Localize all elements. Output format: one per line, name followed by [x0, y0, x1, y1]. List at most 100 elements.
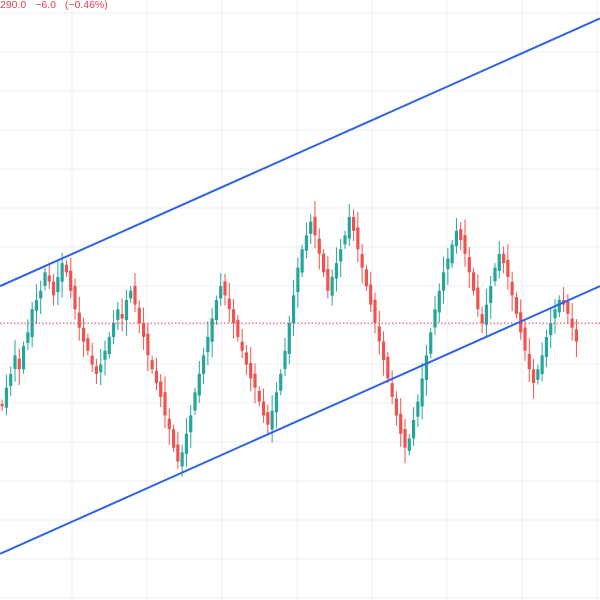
candle-body: [210, 318, 214, 342]
candle-body: [467, 257, 471, 273]
candle-body: [0, 404, 4, 407]
candle-body: [219, 286, 223, 299]
candles-layer: [0, 201, 579, 477]
candle-body: [463, 235, 467, 254]
candle-body: [334, 263, 339, 279]
candle-body: [159, 381, 163, 397]
candle-body: [343, 235, 347, 245]
candle-body: [214, 300, 219, 321]
candle-body: [364, 269, 369, 287]
candle-body: [120, 314, 124, 319]
candle-body: [60, 263, 64, 282]
candle-body: [523, 327, 527, 351]
candle-body: [411, 420, 416, 439]
candle-body: [9, 373, 13, 387]
candle-body: [94, 366, 99, 374]
candle-body: [43, 272, 47, 286]
candle-body: [553, 309, 557, 319]
candle-body: [471, 272, 476, 291]
candle-body: [236, 319, 240, 337]
candle-body: [416, 401, 420, 417]
candle-body: [107, 336, 111, 354]
candle-body: [39, 290, 43, 299]
candle-body: [103, 350, 107, 360]
candle-body: [99, 364, 103, 373]
candle-body: [381, 341, 386, 360]
candle-body: [266, 412, 270, 425]
candle-body: [356, 227, 360, 250]
candle-body: [223, 281, 227, 296]
candle-body: [403, 429, 407, 448]
candle-body: [373, 299, 377, 324]
candle-body: [167, 418, 171, 430]
candle-body: [81, 327, 86, 342]
candle-body: [566, 301, 570, 314]
candle-body: [437, 290, 441, 313]
candle-body: [274, 392, 279, 413]
candle-body: [206, 336, 210, 353]
candle-body: [279, 373, 283, 391]
candle-body: [17, 358, 21, 370]
candle-body: [137, 307, 141, 324]
candle-body: [424, 355, 429, 381]
candle-body: [227, 298, 231, 310]
candle-body: [77, 312, 81, 328]
candle-body: [150, 360, 154, 370]
candle-body: [111, 323, 116, 337]
candle-body: [480, 314, 484, 324]
candle-body: [549, 323, 553, 336]
price-change-percent: (−0.46%): [64, 0, 108, 11]
candle-body: [347, 216, 351, 239]
candle-body: [514, 297, 519, 314]
candle-body: [386, 356, 390, 379]
candle-body: [26, 332, 30, 343]
candle-body: [441, 272, 446, 291]
candle-body: [317, 238, 321, 254]
candle-body: [300, 249, 304, 273]
candle-body: [90, 355, 94, 365]
candle-body: [484, 304, 489, 325]
candle-body: [557, 300, 561, 313]
candle-body: [47, 275, 51, 282]
candle-body: [154, 370, 159, 384]
candle-body: [420, 378, 424, 407]
candle-body: [497, 253, 501, 271]
candle-body: [531, 369, 536, 384]
candle-body: [244, 352, 249, 365]
candle-body: [270, 410, 274, 430]
candle-body: [574, 329, 579, 342]
candle-body: [73, 285, 77, 310]
candle-body: [129, 290, 133, 299]
candle-body: [171, 429, 176, 448]
candle-body: [64, 264, 69, 273]
candle-body: [493, 267, 497, 282]
candle-body: [287, 323, 291, 354]
candle-body: [399, 413, 403, 434]
candle-body: [476, 287, 480, 310]
candle-body: [351, 216, 356, 231]
candle-body: [459, 229, 463, 240]
candle-body: [510, 281, 514, 296]
candle-body: [146, 333, 150, 356]
candle-body: [291, 295, 296, 324]
candle-body: [429, 332, 433, 354]
candle-body: [240, 341, 244, 351]
candle-body: [321, 253, 326, 273]
channel-upper-line: [0, 17, 600, 288]
candle-body: [283, 350, 287, 369]
candle-body: [407, 438, 411, 451]
candle-body: [4, 387, 9, 408]
candle-body: [69, 270, 73, 291]
candle-body: [141, 323, 146, 337]
candle-body: [326, 269, 330, 291]
candle-body: [34, 300, 39, 311]
candle-body: [201, 355, 206, 374]
candle-body: [377, 326, 381, 342]
candle-body: [454, 230, 459, 247]
candle-body: [339, 249, 343, 262]
candle-body: [304, 235, 309, 251]
candle-body: [163, 392, 167, 416]
